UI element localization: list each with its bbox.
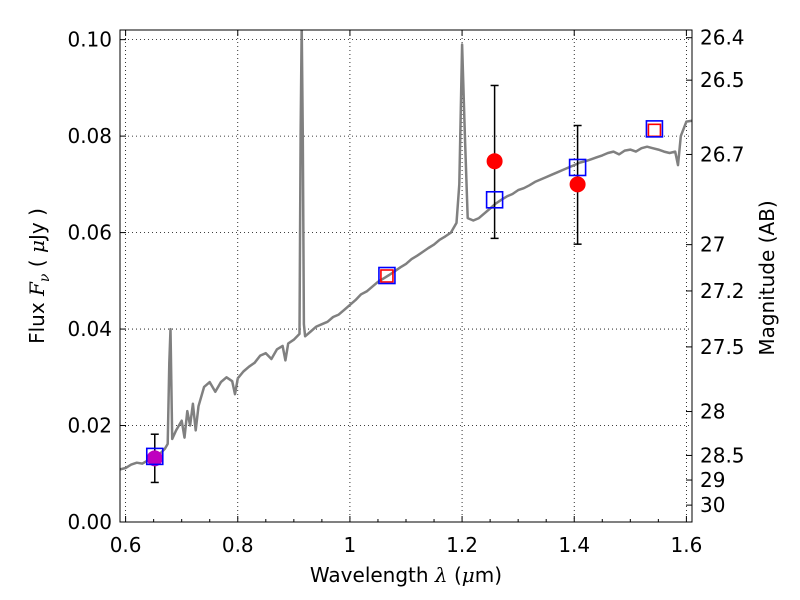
y-tick-label: 0.04 bbox=[67, 317, 112, 341]
model-square bbox=[485, 190, 504, 209]
model-square bbox=[568, 158, 587, 177]
model-square bbox=[380, 269, 394, 283]
y-tick-label: 0.02 bbox=[67, 414, 112, 438]
x-tick-label: 1.2 bbox=[446, 533, 478, 557]
y2-tick-label: 29 bbox=[700, 468, 725, 492]
y2-tick-label: 28.5 bbox=[700, 443, 745, 467]
y-tick-label: 0.06 bbox=[67, 221, 112, 245]
model-square bbox=[378, 266, 396, 285]
y2-tick-label: 27.5 bbox=[700, 335, 745, 359]
y2-tick-label: 30 bbox=[700, 493, 725, 517]
photometry-point bbox=[486, 153, 503, 170]
y2-tick-label: 27 bbox=[700, 233, 725, 257]
x-tick-label: 1.6 bbox=[670, 533, 702, 557]
y2-axis-label: Magnitude (AB) bbox=[755, 200, 779, 355]
y-axis-label: Flux Fν ( μJy ) bbox=[25, 208, 53, 344]
y2-tick-label: 26.7 bbox=[700, 142, 745, 166]
y2-tick-label: 26.5 bbox=[700, 68, 745, 92]
y-tick-label: 0.08 bbox=[67, 124, 112, 148]
ticks: 0.6 0.8 1 1.2 1.4 1.6 0.00 0.02 0.04 0.06 0.08 0.10… bbox=[67, 26, 744, 557]
x-tick-label: 1.4 bbox=[558, 533, 590, 557]
y-tick-label: 0.10 bbox=[67, 28, 112, 52]
plot-area bbox=[120, 30, 692, 484]
grid bbox=[120, 30, 692, 523]
model-square bbox=[145, 447, 164, 466]
x-tick-label: 0.8 bbox=[222, 533, 254, 557]
x-tick-label: 1 bbox=[344, 533, 357, 557]
photometry-point bbox=[146, 450, 163, 467]
x-tick-label: 0.6 bbox=[110, 533, 142, 557]
plot-frame bbox=[119, 29, 693, 523]
spectrum-line bbox=[120, 30, 692, 471]
model-square bbox=[647, 123, 662, 138]
x-axis-label: Wavelength λ (μm) bbox=[310, 563, 502, 587]
photometry-point bbox=[569, 176, 586, 193]
y2-tick-label: 27.2 bbox=[700, 279, 745, 303]
y2-tick-label: 28 bbox=[700, 400, 725, 424]
model-square bbox=[645, 120, 664, 138]
y-tick-label: 0.00 bbox=[67, 510, 112, 534]
y2-tick-label: 26.4 bbox=[700, 26, 745, 50]
